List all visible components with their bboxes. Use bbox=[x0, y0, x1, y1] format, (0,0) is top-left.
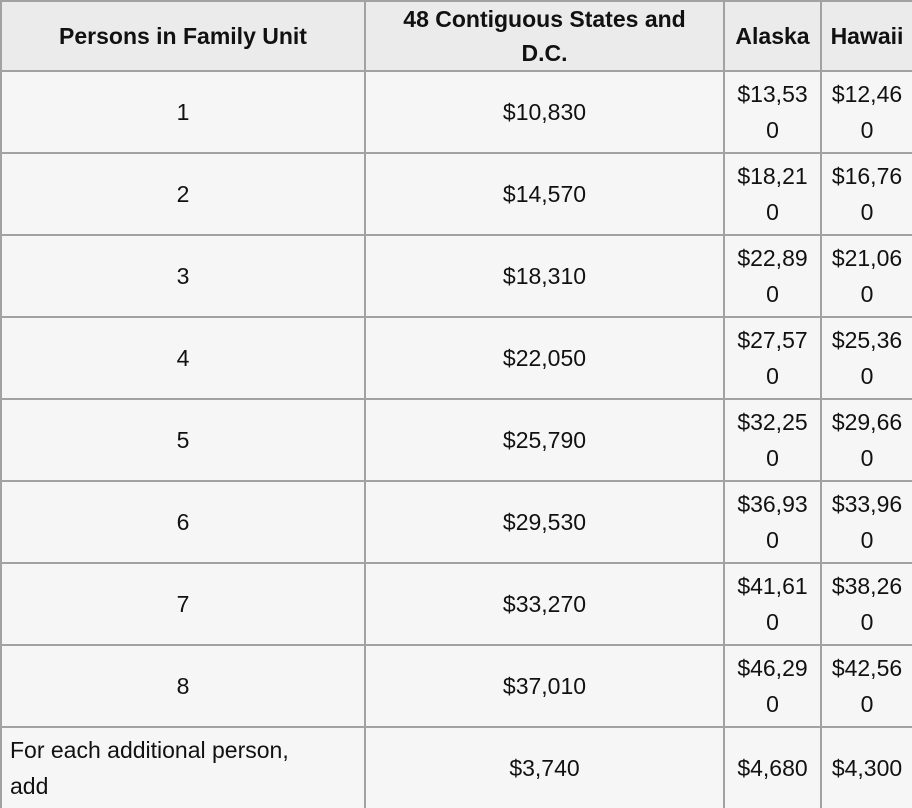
cell-hawaii: $38,260 bbox=[820, 562, 912, 646]
table-row: 2 $14,570 $18,210 $16,760 bbox=[0, 152, 912, 236]
cell-contiguous-value: $14,570 bbox=[502, 181, 587, 207]
cell-persons-value: 5 bbox=[176, 427, 190, 453]
cell-persons: 2 bbox=[0, 152, 366, 236]
cell-persons-value: For each additional person, add bbox=[10, 737, 289, 799]
cell-persons-value: 7 bbox=[176, 591, 190, 617]
col-header-alaska: Alaska bbox=[723, 0, 822, 72]
cell-hawaii: $29,660 bbox=[820, 398, 912, 482]
cell-contiguous: $29,530 bbox=[364, 480, 725, 564]
cell-alaska-value: $13,530 bbox=[737, 81, 808, 143]
cell-contiguous-value: $3,740 bbox=[509, 755, 580, 781]
cell-alaska: $27,570 bbox=[723, 316, 822, 400]
cell-contiguous-value: $37,010 bbox=[502, 673, 587, 699]
cell-alaska-value: $18,210 bbox=[737, 163, 808, 225]
cell-hawaii: $21,060 bbox=[820, 234, 912, 318]
cell-hawaii-value: $25,360 bbox=[831, 327, 903, 389]
cell-persons-value: 1 bbox=[176, 99, 190, 125]
table-row: For each additional person, add $3,740 $… bbox=[0, 726, 912, 808]
cell-hawaii-value: $4,300 bbox=[831, 755, 903, 781]
cell-hawaii-value: $29,660 bbox=[831, 409, 903, 471]
cell-alaska-value: $22,890 bbox=[737, 245, 808, 307]
table-row: 1 $10,830 $13,530 $12,460 bbox=[0, 70, 912, 154]
cell-hawaii: $4,300 bbox=[820, 726, 912, 808]
cell-contiguous-value: $10,830 bbox=[502, 99, 587, 125]
cell-contiguous: $3,740 bbox=[364, 726, 725, 808]
cell-contiguous-value: $22,050 bbox=[502, 345, 587, 371]
cell-alaska-value: $4,680 bbox=[737, 755, 808, 781]
cell-hawaii: $33,960 bbox=[820, 480, 912, 564]
cell-hawaii-value: $16,760 bbox=[831, 163, 903, 225]
col-header-contiguous-label: 48 Contiguous States and D.C. bbox=[403, 6, 686, 66]
table-row: 4 $22,050 $27,570 $25,360 bbox=[0, 316, 912, 400]
cell-persons-value: 3 bbox=[176, 263, 190, 289]
cell-alaska: $18,210 bbox=[723, 152, 822, 236]
col-header-persons-label: Persons in Family Unit bbox=[59, 23, 307, 49]
col-header-contiguous: 48 Contiguous States and D.C. bbox=[364, 0, 725, 72]
cell-alaska: $46,290 bbox=[723, 644, 822, 728]
table-row: 7 $33,270 $41,610 $38,260 bbox=[0, 562, 912, 646]
cell-alaska: $41,610 bbox=[723, 562, 822, 646]
cell-contiguous: $10,830 bbox=[364, 70, 725, 154]
cell-alaska-value: $27,570 bbox=[737, 327, 808, 389]
col-header-persons: Persons in Family Unit bbox=[0, 0, 366, 72]
cell-persons: 1 bbox=[0, 70, 366, 154]
cell-alaska-value: $36,930 bbox=[737, 491, 808, 553]
cell-contiguous-value: $33,270 bbox=[502, 591, 587, 617]
cell-contiguous: $22,050 bbox=[364, 316, 725, 400]
cell-persons: 3 bbox=[0, 234, 366, 318]
cell-persons-value: 4 bbox=[176, 345, 190, 371]
cell-alaska-value: $32,250 bbox=[737, 409, 808, 471]
cell-alaska-value: $46,290 bbox=[737, 655, 808, 717]
cell-hawaii: $25,360 bbox=[820, 316, 912, 400]
cell-persons: 7 bbox=[0, 562, 366, 646]
cell-contiguous: $37,010 bbox=[364, 644, 725, 728]
cell-persons: 6 bbox=[0, 480, 366, 564]
col-header-hawaii-label: Hawaii bbox=[830, 23, 904, 49]
cell-contiguous: $18,310 bbox=[364, 234, 725, 318]
cell-persons: 4 bbox=[0, 316, 366, 400]
cell-hawaii-value: $12,460 bbox=[831, 81, 903, 143]
col-header-alaska-label: Alaska bbox=[735, 23, 810, 49]
cell-hawaii-value: $38,260 bbox=[831, 573, 903, 635]
col-header-hawaii: Hawaii bbox=[820, 0, 912, 72]
cell-alaska: $36,930 bbox=[723, 480, 822, 564]
table-row: 5 $25,790 $32,250 $29,660 bbox=[0, 398, 912, 482]
cell-alaska-value: $41,610 bbox=[737, 573, 808, 635]
cell-hawaii-value: $21,060 bbox=[831, 245, 903, 307]
cell-alaska: $13,530 bbox=[723, 70, 822, 154]
table-body: 1 $10,830 $13,530 $12,460 2 $14,570 $18,… bbox=[0, 70, 912, 808]
cell-alaska: $22,890 bbox=[723, 234, 822, 318]
cell-persons: 8 bbox=[0, 644, 366, 728]
cell-contiguous: $14,570 bbox=[364, 152, 725, 236]
cell-hawaii-value: $33,960 bbox=[831, 491, 903, 553]
cell-hawaii: $16,760 bbox=[820, 152, 912, 236]
cell-alaska: $32,250 bbox=[723, 398, 822, 482]
table-row: 3 $18,310 $22,890 $21,060 bbox=[0, 234, 912, 318]
header-row: Persons in Family Unit 48 Contiguous Sta… bbox=[0, 0, 912, 72]
cell-persons: For each additional person, add bbox=[0, 726, 366, 808]
table-row: 8 $37,010 $46,290 $42,560 bbox=[0, 644, 912, 728]
cell-contiguous-value: $18,310 bbox=[502, 263, 587, 289]
cell-hawaii-value: $42,560 bbox=[831, 655, 903, 717]
cell-hawaii: $12,460 bbox=[820, 70, 912, 154]
cell-persons-value: 6 bbox=[176, 509, 190, 535]
table-row: 6 $29,530 $36,930 $33,960 bbox=[0, 480, 912, 564]
cell-contiguous: $33,270 bbox=[364, 562, 725, 646]
cell-persons-value: 2 bbox=[176, 181, 190, 207]
cell-persons: 5 bbox=[0, 398, 366, 482]
cell-contiguous: $25,790 bbox=[364, 398, 725, 482]
cell-hawaii: $42,560 bbox=[820, 644, 912, 728]
cell-alaska: $4,680 bbox=[723, 726, 822, 808]
cell-persons-value: 8 bbox=[176, 673, 190, 699]
cell-contiguous-value: $25,790 bbox=[502, 427, 587, 453]
cell-contiguous-value: $29,530 bbox=[502, 509, 587, 535]
